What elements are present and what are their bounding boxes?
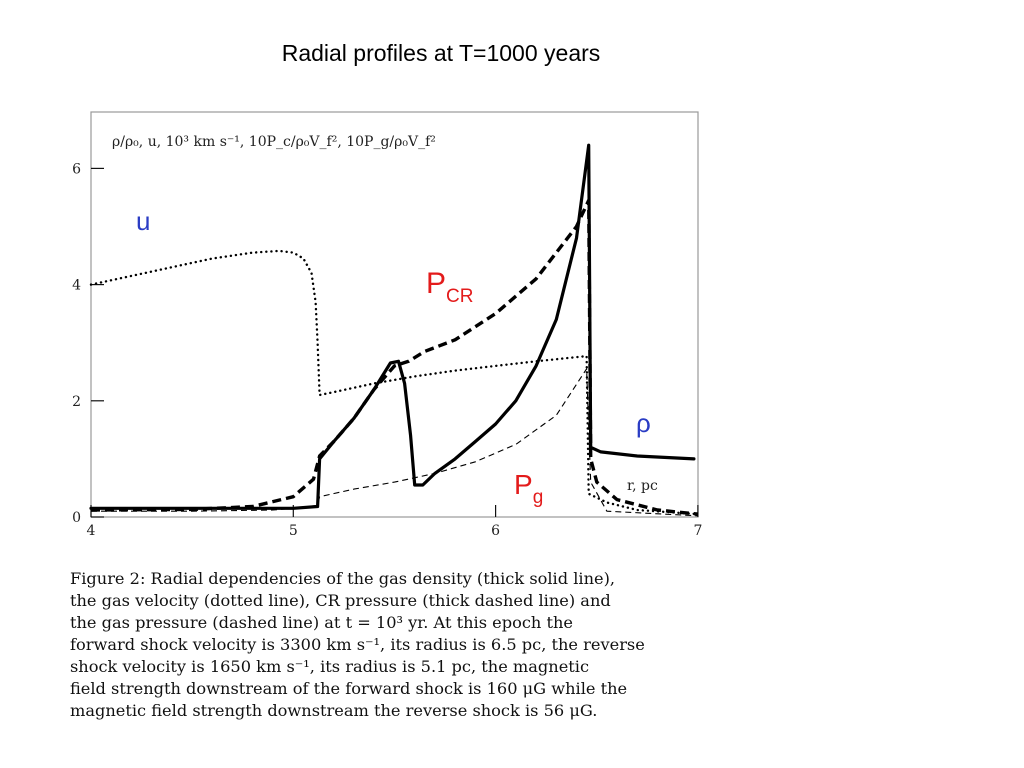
x-tick-label: 5 — [289, 523, 298, 539]
caption-line: field strength downstream of the forward… — [70, 679, 628, 698]
x-tick-label: 6 — [491, 523, 500, 539]
caption-line: magnetic field strength downstream the r… — [70, 701, 598, 720]
annotation-pg: Pg — [514, 469, 543, 508]
annotation-pg-sub: g — [533, 487, 544, 508]
x-tick-label: 7 — [693, 523, 702, 539]
caption-line: forward shock velocity is 3300 km s⁻¹, i… — [70, 635, 645, 654]
annotation-u: u — [136, 206, 150, 236]
x-axis-label: r, pc — [627, 478, 658, 494]
figure-caption: Figure 2: Radial dependencies of the gas… — [70, 568, 780, 722]
slide-title: Radial profiles at T=1000 years — [281, 40, 601, 66]
y-tick-label: 6 — [72, 161, 81, 177]
caption-line: the gas pressure (dashed line) at t = 10… — [70, 613, 574, 632]
y-axis-label: ρ/ρ₀, u, 10³ km s⁻¹, 10P_c/ρ₀V_f², 10P_g… — [112, 134, 436, 150]
x-tick-label: 4 — [87, 523, 96, 539]
annotation-pg-main: P — [514, 469, 533, 500]
velocity-line — [89, 249, 700, 516]
annotation-pcr-sub: CR — [446, 286, 473, 307]
caption-line: shock velocity is 1650 km s⁻¹, its radiu… — [70, 657, 590, 676]
axes: 4 5 6 7 0 2 4 6 — [72, 161, 702, 539]
annotation-rho: ρ — [636, 408, 651, 438]
y-tick-label: 4 — [72, 278, 81, 294]
series-lines — [89, 143, 700, 517]
y-tick-label: 2 — [72, 394, 81, 410]
caption-line: Figure 2: Radial dependencies of the gas… — [70, 569, 616, 588]
annotation-pcr: PCR — [426, 267, 473, 307]
density-line — [89, 143, 696, 510]
y-tick-label: 0 — [72, 510, 81, 526]
caption-line: the gas velocity (dotted line), CR press… — [70, 591, 611, 610]
annotation-pcr-main: P — [426, 267, 446, 300]
cr-pressure-line — [90, 198, 699, 516]
plot-frame — [90, 111, 699, 518]
gas-pressure-line — [91, 368, 698, 517]
